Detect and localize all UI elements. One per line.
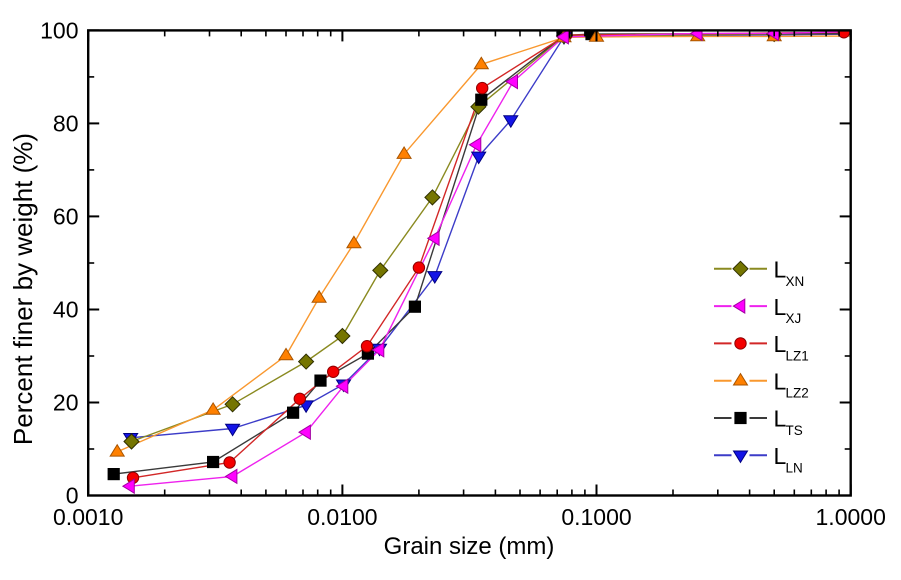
svg-text:LZ2: LZ2 [786, 386, 809, 401]
svg-text:40: 40 [53, 297, 79, 323]
svg-text:LN: LN [786, 460, 803, 475]
svg-text:20: 20 [53, 390, 79, 416]
svg-text:100: 100 [40, 17, 78, 43]
svg-text:Percent finer by weight (%): Percent finer by weight (%) [8, 133, 38, 445]
svg-text:60: 60 [53, 203, 79, 229]
svg-text:LZ1: LZ1 [786, 348, 809, 363]
svg-text:0: 0 [66, 483, 79, 509]
svg-text:L: L [774, 257, 787, 283]
svg-text:Grain size (mm): Grain size (mm) [384, 533, 555, 560]
svg-text:1.0000: 1.0000 [816, 504, 886, 530]
svg-text:0.0100: 0.0100 [307, 504, 377, 530]
svg-text:L: L [774, 331, 787, 357]
svg-text:XN: XN [786, 274, 805, 289]
svg-text:TS: TS [786, 423, 803, 438]
svg-text:XJ: XJ [786, 311, 802, 326]
svg-text:0.1000: 0.1000 [561, 504, 631, 530]
svg-text:L: L [774, 443, 787, 469]
svg-text:0.0010: 0.0010 [53, 504, 123, 530]
svg-text:L: L [774, 294, 787, 320]
svg-text:L: L [774, 368, 787, 394]
svg-text:L: L [774, 406, 787, 432]
svg-text:80: 80 [53, 110, 79, 136]
